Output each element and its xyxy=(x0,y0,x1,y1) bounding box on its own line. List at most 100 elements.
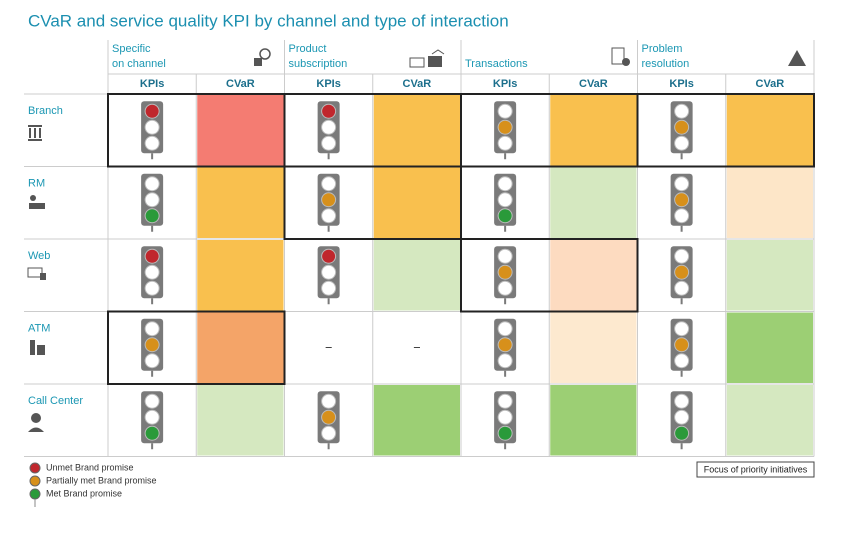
light-stem xyxy=(504,370,507,377)
light-lamp xyxy=(497,280,513,296)
traffic-light xyxy=(494,246,517,305)
light-lamp xyxy=(321,248,337,264)
cvar-cell xyxy=(197,240,284,311)
light-lamp xyxy=(144,192,160,208)
light-stem xyxy=(504,298,507,305)
traffic-light xyxy=(141,173,164,232)
light-lamp xyxy=(674,192,690,208)
focus-box xyxy=(460,238,639,313)
row-label: Branch xyxy=(28,105,63,117)
light-lamp xyxy=(144,119,160,135)
light-stem xyxy=(504,443,507,450)
light-lamp xyxy=(497,353,513,369)
light-stem xyxy=(680,443,683,450)
focus-box xyxy=(636,93,815,168)
focus-legend-label: Focus of priority initiatives xyxy=(704,464,808,474)
traffic-light xyxy=(670,391,693,450)
kpi-text: – xyxy=(326,342,333,354)
light-lamp xyxy=(144,409,160,425)
traffic-light xyxy=(494,318,517,377)
light-stem xyxy=(151,225,154,232)
light-lamp xyxy=(321,393,337,409)
cvar-cell xyxy=(726,95,813,166)
light-lamp xyxy=(144,321,160,337)
light-lamp xyxy=(674,176,690,192)
light-lamp xyxy=(674,425,690,441)
light-lamp xyxy=(674,353,690,369)
cvar-cell xyxy=(197,312,284,383)
cvar-cell xyxy=(550,385,637,456)
light-stem xyxy=(151,443,154,450)
light-stem xyxy=(327,443,330,450)
focus-box xyxy=(283,165,462,240)
legend-marker xyxy=(29,462,41,474)
traffic-light xyxy=(141,101,164,160)
light-lamp xyxy=(674,135,690,151)
cvar-cell xyxy=(373,167,460,238)
light-stem xyxy=(151,153,154,160)
light-lamp xyxy=(674,103,690,119)
focus-legend-box xyxy=(696,461,815,478)
legend-label: Unmet Brand promise xyxy=(46,462,134,472)
light-lamp xyxy=(674,248,690,264)
light-lamp xyxy=(497,248,513,264)
group-label: Transactions xyxy=(465,58,528,70)
light-lamp xyxy=(674,280,690,296)
light-stem xyxy=(680,298,683,305)
light-lamp xyxy=(144,393,160,409)
column-header: CVaR xyxy=(756,78,785,90)
light-lamp xyxy=(321,425,337,441)
light-lamp xyxy=(497,208,513,224)
column-header: KPIs xyxy=(669,78,693,90)
light-stem xyxy=(327,298,330,305)
light-stem xyxy=(504,153,507,160)
light-lamp xyxy=(497,176,513,192)
traffic-light xyxy=(670,173,693,232)
traffic-light xyxy=(141,246,164,305)
group-label: resolution xyxy=(642,58,690,70)
column-header: KPIs xyxy=(316,78,340,90)
light-stem xyxy=(327,153,330,160)
focus-box xyxy=(107,310,286,385)
light-lamp xyxy=(497,393,513,409)
light-lamp xyxy=(321,409,337,425)
legend-marker xyxy=(29,488,41,500)
light-lamp xyxy=(321,119,337,135)
light-lamp xyxy=(144,103,160,119)
light-lamp xyxy=(144,264,160,280)
light-lamp xyxy=(497,425,513,441)
cvar-cell xyxy=(550,312,637,383)
traffic-light xyxy=(494,101,517,160)
light-lamp xyxy=(321,192,337,208)
light-lamp xyxy=(144,353,160,369)
traffic-light xyxy=(494,391,517,450)
cvar-text: – xyxy=(414,342,421,354)
row-label: ATM xyxy=(28,322,50,334)
group-label: Problem xyxy=(642,43,683,55)
light-lamp xyxy=(144,248,160,264)
light-lamp xyxy=(674,119,690,135)
row-label: Call Center xyxy=(28,395,83,407)
row-label: Web xyxy=(28,250,50,262)
group-label: subscription xyxy=(289,58,348,70)
light-stem xyxy=(680,153,683,160)
cvar-cell xyxy=(726,312,813,383)
light-lamp xyxy=(321,103,337,119)
light-stem xyxy=(680,370,683,377)
light-lamp xyxy=(497,119,513,135)
light-lamp xyxy=(321,280,337,296)
light-stem xyxy=(151,298,154,305)
light-lamp xyxy=(144,280,160,296)
light-lamp xyxy=(144,135,160,151)
group-label: Product xyxy=(289,43,327,55)
light-lamp xyxy=(674,264,690,280)
cvar-cell xyxy=(550,167,637,238)
light-lamp xyxy=(497,135,513,151)
column-header: KPIs xyxy=(493,78,517,90)
traffic-light xyxy=(317,391,340,450)
traffic-light xyxy=(141,318,164,377)
light-lamp xyxy=(144,208,160,224)
light-lamp xyxy=(674,409,690,425)
light-stem xyxy=(680,225,683,232)
light-lamp xyxy=(321,208,337,224)
